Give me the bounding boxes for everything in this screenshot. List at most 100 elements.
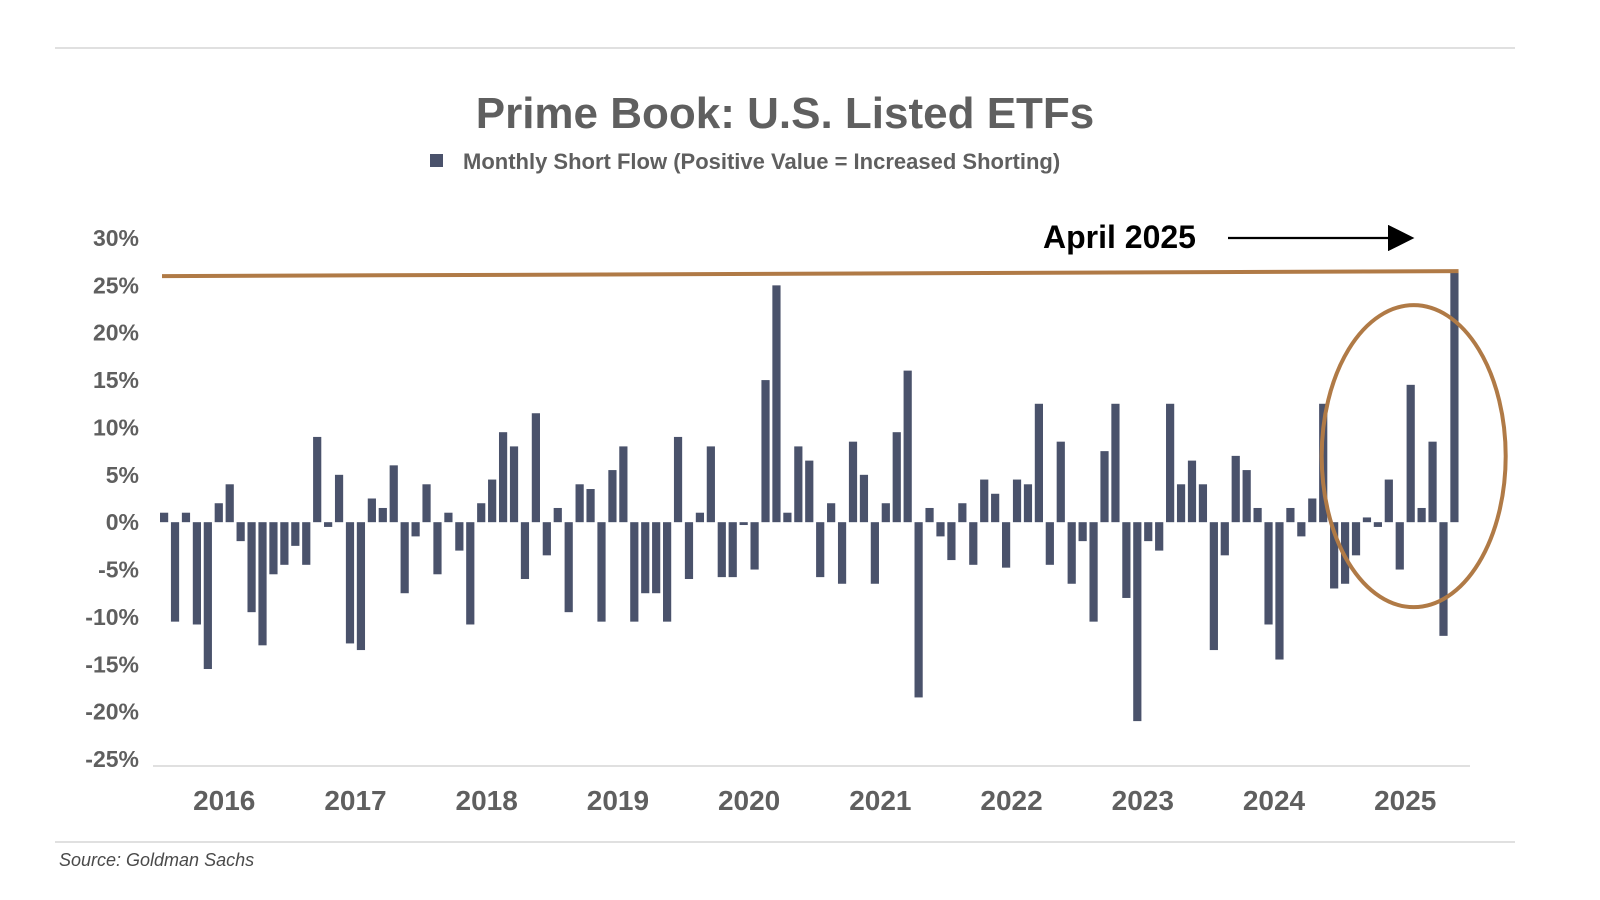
- bar: [214, 503, 223, 523]
- bar: [630, 522, 639, 622]
- bar: [1231, 455, 1240, 523]
- y-tick-label: 25%: [93, 272, 139, 298]
- bar: [1133, 522, 1142, 722]
- bar: [739, 522, 748, 526]
- bar: [641, 522, 650, 594]
- bar: [1330, 522, 1339, 589]
- highlight-ellipse: [1319, 303, 1508, 610]
- x-tick-label: 2021: [849, 785, 911, 816]
- bar: [1198, 484, 1208, 523]
- bar: [411, 522, 420, 537]
- bar: [291, 522, 300, 546]
- bar: [1155, 522, 1164, 551]
- y-tick-label: 10%: [93, 414, 139, 440]
- bar: [455, 522, 464, 551]
- bar: [1144, 522, 1153, 542]
- x-tick-label: 2019: [587, 785, 649, 816]
- bar: [1078, 522, 1087, 542]
- bar: [684, 522, 694, 580]
- annotation-april-2025: April 2025: [1043, 219, 1196, 255]
- bar: [542, 522, 551, 556]
- bar: [400, 522, 409, 594]
- y-tick-label: 20%: [93, 320, 139, 346]
- bar: [991, 493, 1000, 523]
- bar: [1275, 522, 1284, 660]
- bar: [619, 446, 628, 523]
- bar: [553, 507, 562, 523]
- bar: [575, 484, 584, 523]
- bar: [816, 522, 825, 578]
- bar: [1286, 507, 1295, 523]
- bar: [367, 498, 376, 523]
- x-axis: 2016 2017 2018 2019 2020 2021 2022 2023 2024 2025: [193, 785, 1436, 816]
- legend-label: Monthly Short Flow (Positive Value = Inc…: [463, 149, 1060, 174]
- bar: [925, 507, 934, 523]
- x-tick-label: 2022: [980, 785, 1042, 816]
- bar: [837, 522, 847, 584]
- x-tick-label: 2024: [1243, 785, 1306, 816]
- bar: [520, 522, 530, 580]
- bar: [313, 436, 322, 523]
- bar: [1417, 507, 1426, 523]
- bar: [586, 489, 595, 523]
- bar: [750, 522, 759, 570]
- bar: [1439, 522, 1448, 636]
- bar: [859, 474, 869, 523]
- bar: [1308, 498, 1317, 523]
- bar: [1220, 522, 1229, 556]
- y-axis: 30% 25% 20% 15% 10% 5% 0% -5% -10% -15% -20% -25%: [85, 225, 139, 772]
- bar: [269, 522, 278, 575]
- x-tick-label: 2018: [456, 785, 518, 816]
- y-tick-label: 0%: [106, 509, 139, 535]
- bar: [1056, 441, 1065, 523]
- x-tick-label: 2017: [324, 785, 386, 816]
- bar: [324, 522, 333, 527]
- bar: [1045, 522, 1054, 565]
- y-tick-label: -5%: [98, 557, 139, 583]
- bar: [1176, 484, 1186, 523]
- y-tick-label: 30%: [93, 225, 139, 251]
- bar: [1264, 522, 1273, 625]
- legend-swatch: [430, 154, 443, 167]
- y-tick-label: 5%: [106, 462, 139, 488]
- bar: [422, 484, 431, 523]
- bar: [247, 522, 256, 613]
- bar: [160, 512, 169, 523]
- bar: [1428, 441, 1437, 523]
- bar: [673, 436, 683, 523]
- bar: [356, 522, 366, 651]
- chart-title: Prime Book: U.S. Listed ETFs: [476, 89, 1095, 138]
- bar: [225, 484, 234, 523]
- bar: [1450, 271, 1459, 523]
- y-tick-label: 15%: [93, 367, 139, 393]
- bar: [564, 522, 573, 613]
- bar: [827, 503, 836, 523]
- bar: [466, 522, 475, 625]
- bar: [1089, 522, 1098, 622]
- bar: [334, 474, 344, 523]
- x-tick-label: 2020: [718, 785, 780, 816]
- bar: [258, 522, 267, 646]
- x-tick-label: 2016: [193, 785, 255, 816]
- bar: [608, 470, 617, 523]
- source-note: Source: Goldman Sachs: [59, 850, 254, 870]
- y-tick-label: -10%: [85, 604, 139, 630]
- bar: [433, 522, 442, 575]
- bar: [969, 522, 978, 565]
- bar: [805, 460, 814, 523]
- bar: [1034, 403, 1043, 523]
- bar: [706, 446, 715, 523]
- bar: [870, 522, 879, 584]
- bar: [772, 285, 781, 523]
- bar: [1209, 522, 1218, 651]
- bar: [1067, 522, 1076, 584]
- bar: [881, 503, 890, 523]
- bar: [597, 522, 606, 622]
- bar: [1297, 522, 1306, 537]
- bar: [1395, 522, 1404, 570]
- bar: [203, 522, 212, 670]
- bar: [848, 441, 858, 523]
- bar: [1122, 522, 1131, 598]
- bar: [1362, 517, 1372, 523]
- bar: [509, 446, 519, 523]
